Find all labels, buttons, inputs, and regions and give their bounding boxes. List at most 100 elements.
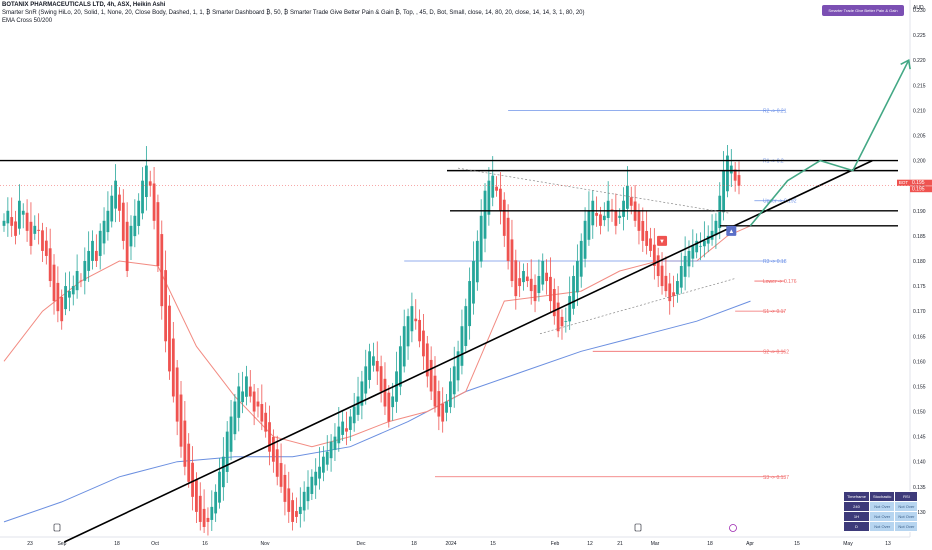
candle-body: [75, 271, 79, 291]
currency-label[interactable]: AUD: [913, 5, 924, 11]
candle-body: [525, 276, 529, 282]
candle-body: [560, 316, 564, 327]
candle-body: [637, 211, 641, 231]
candle-body: [356, 396, 360, 415]
candle-body: [52, 264, 56, 302]
candle-body: [714, 220, 718, 236]
candle-body: [268, 422, 271, 452]
candle-body: [306, 486, 310, 502]
candle-body: [699, 245, 702, 247]
candle-body: [206, 517, 210, 522]
y-tick-label: 0.150: [913, 410, 926, 416]
candle-body: [433, 375, 437, 407]
candle-body: [410, 306, 414, 332]
sell-signal-icon: ▼: [659, 239, 665, 245]
candle-body: [395, 371, 398, 402]
candle-body: [64, 286, 67, 310]
candle-body: [302, 491, 306, 511]
candle-body: [691, 245, 695, 259]
y-tick-label: 0.140: [913, 460, 926, 466]
candle-body: [318, 466, 321, 479]
candle-body: [679, 265, 683, 288]
price-tag-value: 0.195: [912, 180, 925, 186]
x-tick-label: Oct: [151, 541, 159, 547]
candle-body: [402, 326, 406, 367]
candle-body: [283, 474, 287, 502]
candle-body: [2, 220, 6, 226]
candle-body: [260, 404, 264, 422]
y-tick-label: 0.210: [913, 108, 926, 114]
candle-body: [87, 250, 91, 271]
candle-body: [429, 359, 433, 392]
x-tick-label: Dec: [357, 541, 366, 547]
candle-body: [241, 391, 244, 403]
candle-body: [129, 225, 133, 247]
candle-body: [10, 217, 14, 226]
candle-body: [499, 188, 502, 211]
candle-body: [564, 321, 568, 322]
candle-body: [456, 351, 460, 381]
candle-body: [545, 272, 548, 282]
y-tick-label: 0.220: [913, 58, 926, 64]
sell-signal-marker: [657, 235, 668, 246]
indicator-legend-snr[interactable]: Smarter SnR (Swing HiLo, 20, Solid, 1, N…: [2, 10, 585, 16]
y-tick-label: 0.230: [913, 8, 926, 14]
price-tag-symbol-box: [897, 179, 910, 186]
level-label-upper: Upper -> 0.192: [763, 199, 797, 205]
candle-body: [529, 278, 533, 292]
x-tick-label: 2024: [445, 541, 456, 547]
candle-body: [264, 412, 268, 432]
candle-body: [37, 229, 41, 231]
candle-body: [25, 212, 29, 231]
candle-body: [337, 426, 341, 444]
x-tick-label: 15: [490, 541, 496, 547]
candle-body: [183, 420, 187, 467]
candle-body: [626, 185, 629, 209]
candle-body: [372, 356, 375, 366]
x-tick-label: 23: [27, 541, 33, 547]
candle-body: [437, 391, 441, 417]
candle-body: [210, 506, 214, 520]
candle-body: [383, 378, 387, 407]
candle-body: [364, 366, 368, 394]
candle-body: [695, 240, 699, 253]
level-label-s3: S3 -> 0.137: [763, 475, 789, 481]
candle-body: [729, 165, 733, 174]
promo-badge: Smarter Trade Give Better Pain & Gain: [822, 5, 904, 16]
table-header: RSI: [894, 491, 919, 502]
dashed-trendline: [457, 167, 731, 214]
candle-body: [329, 441, 333, 459]
buy-signal-marker: [726, 225, 737, 236]
x-tick-label: 18: [114, 541, 120, 547]
candle-body: [175, 367, 179, 422]
candle-body: [518, 278, 522, 287]
candle-body: [245, 376, 248, 397]
candle-body: [448, 381, 452, 408]
candle-body: [537, 276, 541, 294]
candle-body: [541, 260, 545, 285]
level-label-lower: Lower -> 0.176: [763, 279, 797, 285]
candle-body: [622, 200, 625, 217]
y-tick-label: 0.215: [913, 83, 926, 89]
candle-body: [360, 381, 364, 406]
y-tick-label: 0.175: [913, 284, 926, 290]
table-cell: 240: [843, 501, 870, 512]
x-tick-label: 18: [411, 541, 417, 547]
candle-body: [391, 396, 395, 408]
candle-body: [225, 431, 229, 472]
table-cell: Not Over: [868, 511, 896, 522]
candle-body: [387, 392, 391, 422]
candle-body: [144, 165, 148, 198]
candle-body: [21, 210, 25, 215]
candle-body: [33, 225, 37, 234]
candle-body: [287, 488, 291, 512]
candle-body: [56, 282, 60, 312]
candle-body: [83, 260, 87, 281]
candle-body: [425, 343, 429, 377]
symbol-title[interactable]: BOTANIX PHARMACEUTICALS LTD, 4h, ASX, He…: [2, 2, 166, 8]
y-tick-label: 0.165: [913, 334, 926, 340]
indicator-legend-ema[interactable]: EMA Cross 50/200: [2, 18, 53, 24]
candle-body: [191, 462, 194, 497]
candle-body: [406, 316, 410, 347]
